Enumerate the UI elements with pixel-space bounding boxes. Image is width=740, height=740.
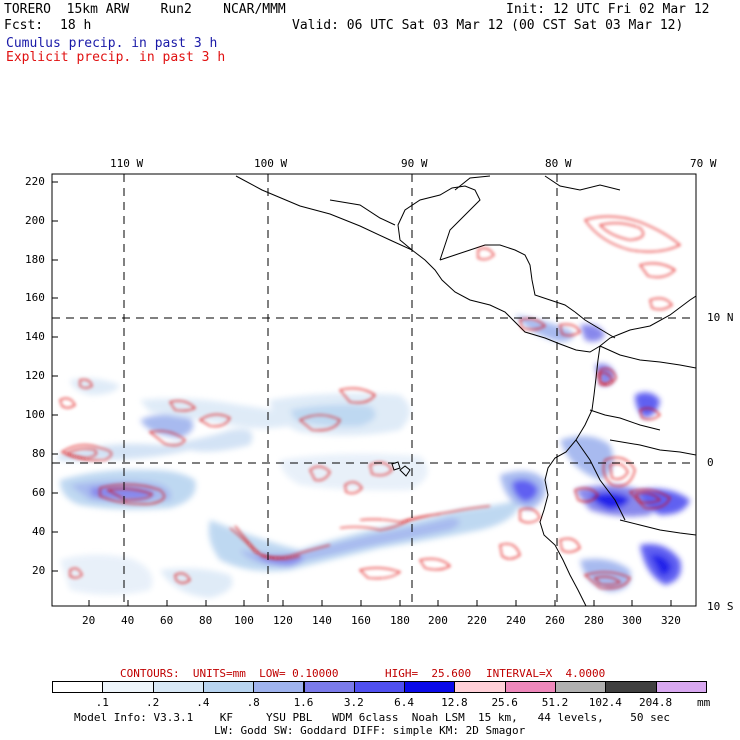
colorbar-swatch	[404, 681, 456, 693]
lat-label-0: 0	[707, 456, 714, 469]
colorbar-label: 25.6	[491, 696, 518, 709]
colorbar-swatch	[253, 681, 305, 693]
x-tick-label: 280	[584, 614, 604, 627]
x-tick-label: 300	[622, 614, 642, 627]
physics-info: LW: Godd SW: Goddard DIFF: simple KM: 2D…	[214, 724, 526, 737]
colorbar-swatch	[353, 681, 406, 693]
x-tick-label: 40	[121, 614, 135, 627]
y-tick-label: 100	[25, 408, 45, 421]
valid-time: Valid: 06 UTC Sat 03 Mar 12 (00 CST Sat …	[292, 18, 684, 33]
colorbar-units: mm	[697, 696, 711, 709]
x-tick-label: 100	[234, 614, 254, 627]
x-tick-label: 180	[390, 614, 410, 627]
x-tick-label: 80	[199, 614, 213, 627]
x-tick-label: 220	[467, 614, 487, 627]
y-tick-marks	[52, 181, 58, 572]
colorbar-swatch	[504, 681, 556, 693]
forecast-label: Fcst:	[4, 18, 44, 33]
y-tick-label: 20	[32, 564, 46, 577]
map-frame	[51, 173, 697, 607]
lon-label-90w: 90 W	[401, 157, 428, 170]
x-tick-label: 160	[351, 614, 371, 627]
x-tick-label: 320	[661, 614, 681, 627]
x-tick-label: 240	[506, 614, 526, 627]
cumulus-precip-shading	[58, 315, 690, 598]
colorbar-swatch	[454, 681, 506, 693]
lon-label-110w: 110 W	[110, 157, 144, 170]
colorbar-swatch	[555, 681, 607, 693]
colorbar-swatch	[202, 681, 255, 693]
colorbar-label: 1.6	[293, 696, 314, 709]
lat-label-10n: 10 N	[707, 311, 734, 324]
explicit-precip-contours	[59, 215, 681, 589]
cumulus-precip-legend: Cumulus precip. in past 3 h	[6, 36, 218, 51]
lon-label-100w: 100 W	[254, 157, 288, 170]
colorbar-swatch	[102, 681, 154, 693]
colorbar-label: 12.8	[441, 696, 468, 709]
model-title: TORERO 15km ARW Run2 NCAR/MMM	[4, 2, 286, 17]
colorbar-swatch	[152, 681, 204, 693]
x-tick-label: 200	[428, 614, 448, 627]
lon-label-80w: 80 W	[545, 157, 572, 170]
y-tick-label: 140	[25, 330, 45, 343]
lon-label-70w: 70 W	[690, 157, 717, 170]
x-tick-label: 20	[82, 614, 96, 627]
colorbar-label: 102.4	[588, 696, 622, 709]
contour-info: CONTOURS: UNITS=mm LOW= 0.10000	[120, 667, 339, 680]
explicit-precip-legend: Explicit precip. in past 3 h	[6, 50, 226, 65]
contour-high: HIGH= 25.600	[385, 667, 472, 680]
y-tick-label: 60	[32, 486, 46, 499]
init-time: Init: 12 UTC Fri 02 Mar 12	[506, 2, 710, 17]
y-tick-label: 120	[25, 369, 45, 382]
lat-lon-grid	[52, 174, 696, 606]
colorbar-swatch	[655, 681, 707, 693]
colorbar-swatch	[605, 681, 657, 693]
colorbar-swatch	[52, 681, 104, 693]
y-tick-label: 200	[25, 214, 45, 227]
model-info: Model Info: V3.3.1 KF YSU PBL WDM 6class…	[74, 711, 671, 724]
coastline	[235, 175, 696, 606]
y-tick-label: 40	[32, 525, 46, 538]
colorbar-label: .1	[95, 696, 109, 709]
colorbar-label: 3.2	[343, 696, 364, 709]
colorbar-label: .2	[145, 696, 160, 709]
colorbar-label: .4	[196, 696, 210, 709]
x-tick-label: 260	[545, 614, 565, 627]
y-tick-label: 80	[32, 447, 46, 460]
colorbar-label: 51.2	[541, 696, 569, 709]
forecast-hours: 18 h	[60, 18, 92, 33]
x-tick-label: 140	[312, 614, 332, 627]
colorbar-label: .8	[246, 696, 260, 709]
lat-label-10s: 10 S	[707, 600, 734, 613]
y-tick-label: 180	[25, 253, 45, 266]
colorbar-swatch	[303, 681, 355, 693]
y-tick-label: 160	[25, 291, 45, 304]
x-tick-label: 60	[160, 614, 174, 627]
y-tick-label: 220	[25, 175, 45, 188]
contour-interval: INTERVAL=X 4.0000	[486, 667, 606, 680]
colorbar-label: 204.8	[639, 696, 673, 709]
colorbar-label: 6.4	[394, 696, 415, 709]
x-tick-label: 120	[273, 614, 293, 627]
x-tick-marks	[88, 600, 672, 606]
